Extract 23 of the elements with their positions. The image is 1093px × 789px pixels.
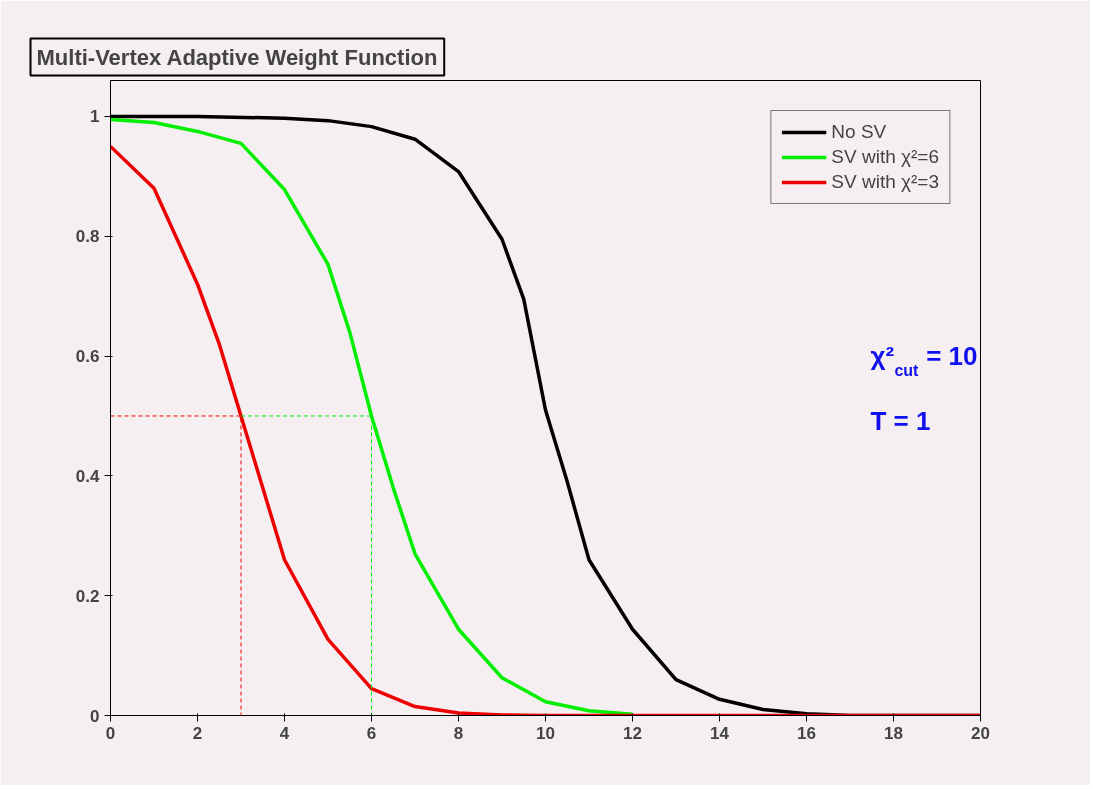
y-tick-label: 1 xyxy=(90,107,100,127)
y-tick-label: 0.2 xyxy=(75,586,100,606)
x-tick-label: 18 xyxy=(884,723,903,743)
x-tick-label: 8 xyxy=(453,723,464,743)
x-tick-label: 2 xyxy=(192,723,203,743)
x-tick-label: 4 xyxy=(279,723,290,743)
legend-label: SV with χ²=3 xyxy=(831,171,939,193)
y-tick-label: 0 xyxy=(90,706,100,726)
x-tick-label: 6 xyxy=(366,723,377,743)
y-tick-label: 0.6 xyxy=(75,347,100,367)
annotation: T = 1 xyxy=(870,405,931,436)
y-tick-label: 0.8 xyxy=(75,227,100,247)
x-tick-label: 0 xyxy=(105,723,116,743)
x-tick-label: 12 xyxy=(623,723,642,743)
x-tick-label: 10 xyxy=(536,723,555,743)
y-tick-label: 0.4 xyxy=(75,466,101,486)
x-tick-label: 20 xyxy=(971,723,990,743)
x-tick-label: 14 xyxy=(710,723,730,743)
legend-label: No SV xyxy=(831,121,887,143)
chart-title: Multi-Vertex Adaptive Weight Function xyxy=(36,44,438,70)
x-tick-label: 16 xyxy=(797,723,816,743)
legend-label: SV with χ²=6 xyxy=(831,146,939,168)
line-series xyxy=(110,117,635,716)
